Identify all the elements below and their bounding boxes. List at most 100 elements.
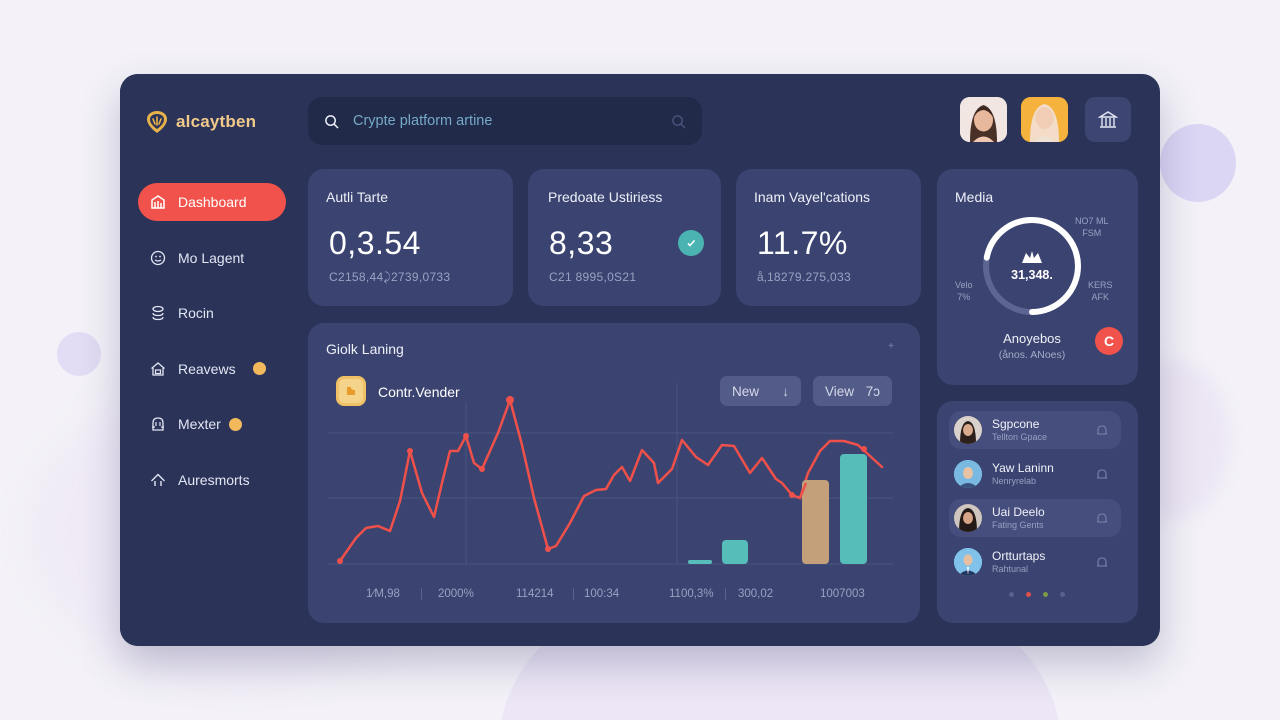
bank-button[interactable] (1085, 97, 1131, 142)
new-button[interactable]: New ↓ (720, 376, 801, 406)
pagination-dots (937, 592, 1137, 597)
more-icon[interactable]: + (888, 341, 894, 352)
media-subtext: (ånos. ANoes) (998, 349, 1066, 361)
x-tick: 114214 (516, 588, 554, 600)
stat-subtext: å‚18279.275,033 (757, 270, 851, 284)
stat-title: Predoate Ustiriess (548, 189, 663, 205)
legend-badge (336, 376, 366, 406)
search-bar (308, 97, 702, 145)
contact-subtitle: Rahtunal (992, 564, 1029, 574)
avatar-face (960, 97, 1007, 142)
stat-value: 0,3.54 (329, 225, 421, 261)
media-title: Media (955, 189, 994, 205)
puzzle-icon (347, 387, 355, 395)
bell-icon[interactable] (1095, 511, 1109, 525)
contact-name: Ortturtaps (992, 549, 1046, 563)
stat-card[interactable]: Inam Vayel'cations 11.7% å‚18279.275,033 (736, 169, 921, 306)
bar (802, 480, 829, 564)
sidebar-item-mexter[interactable]: Mexter (138, 405, 288, 443)
page-dot[interactable] (1043, 592, 1048, 597)
sidebar-item-label: Mo Lagent (178, 249, 245, 266)
donut-label-right: KERS AFK (1088, 280, 1113, 302)
contact-row[interactable]: Yaw Laninn Nenryrelab (949, 455, 1121, 493)
check-badge (678, 230, 704, 256)
line-chart (328, 383, 893, 565)
database-icon (152, 305, 164, 321)
contact-name: Yaw Laninn (992, 461, 1054, 475)
view-count: 7ɔ (865, 383, 880, 399)
stat-title: Autli Tarte (326, 189, 388, 205)
view-button[interactable]: View 7ɔ (813, 376, 892, 406)
stat-value: 11.7% (757, 225, 848, 261)
contact-name: Sgpcone (992, 417, 1040, 431)
page-dot[interactable] (1026, 592, 1031, 597)
sidebar-item-label: Mexter (178, 416, 221, 432)
stat-title: Inam Vayel'cations (754, 189, 871, 205)
sidebar-item-reavews[interactable]: Reavews (138, 350, 288, 388)
legend-label: Contr.Vender (378, 384, 460, 400)
contact-subtitle: Nenryrelab (992, 476, 1037, 486)
bar (840, 454, 867, 564)
view-button-label: View (825, 383, 855, 399)
sidebar-item-label: Auresmorts (178, 471, 250, 488)
notification-dot (229, 418, 242, 431)
user-avatar-2[interactable] (1021, 97, 1068, 142)
donut-center: 31,348. (979, 213, 1085, 319)
notification-dot (253, 361, 266, 375)
shield-logo-icon (147, 111, 167, 133)
x-tick: 100:34 (584, 588, 620, 600)
bell-icon[interactable] (1095, 423, 1109, 437)
page-dot[interactable] (1009, 592, 1014, 597)
brand[interactable]: alcaytben (146, 110, 256, 134)
stat-card[interactable]: Predoate Ustiriess 8,33 C21 8995,0S21 (528, 169, 721, 306)
crown-icon (1022, 251, 1042, 263)
avatar (954, 548, 982, 576)
x-tick: 2000% (438, 588, 474, 600)
avatar (954, 416, 982, 444)
app-window: alcaytben Dashboard Mo Lagent Rocin Reav… (120, 74, 1160, 646)
arrow-up-icon (151, 473, 165, 486)
x-axis-labels: 1∕M,98 | 2000% 114214 | 100:34 1100,3% |… (366, 588, 865, 600)
new-button-label: New (732, 383, 760, 399)
contact-subtitle: Fating Gents (992, 520, 1044, 530)
arrow-down-icon: ↓ (782, 383, 789, 399)
bell-icon[interactable] (1095, 467, 1109, 481)
media-action-button[interactable]: C (1095, 327, 1123, 355)
check-icon (687, 239, 696, 247)
stat-subtext: C2158,44⤸2739,0733 (329, 270, 451, 284)
contact-row[interactable]: Ortturtaps Rahtunal (949, 543, 1121, 581)
contact-subtitle: Tellton Gpace (992, 432, 1048, 442)
donut-label-top-right: NO7 ML FSM (1075, 216, 1109, 238)
stat-card[interactable]: Autli Tarte 0,3.54 C2158,44⤸2739,0733 (308, 169, 513, 306)
search-input[interactable] (353, 113, 671, 129)
sidebar-item-dashboard[interactable]: Dashboard (138, 183, 286, 221)
user-avatar-1[interactable] (960, 97, 1007, 142)
stat-subtext: C21 8995,0S21 (549, 270, 637, 284)
page-dot[interactable] (1060, 592, 1065, 597)
media-card: Media 31,348. NO7 ML FSM Velo 7% KERS AFK A… (937, 169, 1138, 385)
x-tick: 1007003 (820, 588, 865, 600)
sidebar-item-rocin[interactable]: Rocin (138, 294, 288, 332)
x-tick: 300,02 (738, 588, 774, 600)
contact-row[interactable]: Sgpcone Tellton Gpace (949, 411, 1121, 449)
avatar (954, 504, 982, 532)
bar (722, 540, 748, 564)
robot-icon (152, 417, 164, 431)
brand-name: alcaytben (176, 112, 257, 131)
sidebar-item-mo-lagent[interactable]: Mo Lagent (138, 239, 288, 277)
bell-icon[interactable] (1095, 555, 1109, 569)
search-icon (325, 114, 339, 128)
bg-blob (57, 332, 101, 376)
sidebar-item-auresmorts[interactable]: Auresmorts (138, 461, 288, 499)
search-submit-icon[interactable] (671, 114, 686, 129)
smiley-icon (150, 250, 166, 265)
chart-title: Giolk Laning (326, 341, 404, 357)
avatar (954, 460, 982, 488)
stat-value: 8,33 (549, 225, 614, 261)
contact-row[interactable]: Uai Deelo Fating Gents (949, 499, 1121, 537)
home-icon (151, 361, 165, 376)
x-tick: 1∕M,98 (366, 588, 400, 600)
bar (688, 560, 712, 564)
bank-icon (1098, 110, 1118, 128)
chart-panel: Giolk Laning + Contr.Vender (308, 323, 920, 623)
